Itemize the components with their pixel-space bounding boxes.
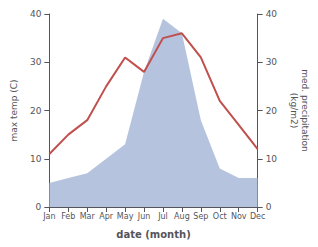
svg-text:Jun: Jun (137, 212, 151, 221)
svg-text:(kg/m2): (kg/m2) (289, 93, 299, 128)
svg-text:med. precipitation: med. precipitation (300, 69, 310, 151)
svg-text:20: 20 (30, 106, 42, 116)
svg-text:10: 10 (30, 154, 42, 164)
svg-text:30: 30 (30, 57, 42, 67)
svg-text:May: May (117, 212, 134, 221)
svg-text:10: 10 (266, 154, 278, 164)
svg-text:Nov: Nov (231, 212, 247, 221)
svg-text:Aug: Aug (174, 212, 190, 221)
svg-text:20: 20 (266, 106, 278, 116)
svg-text:date (month): date (month) (116, 229, 190, 240)
svg-text:Dec: Dec (250, 212, 265, 221)
svg-text:Oct: Oct (213, 212, 227, 221)
svg-text:40: 40 (30, 9, 42, 19)
svg-text:0: 0 (36, 202, 42, 212)
svg-text:0: 0 (266, 202, 272, 212)
svg-text:Apr: Apr (99, 212, 114, 221)
svg-text:30: 30 (266, 57, 278, 67)
svg-text:max temp (C): max temp (C) (9, 79, 19, 141)
svg-text:Sep: Sep (193, 212, 208, 221)
svg-text:40: 40 (266, 9, 278, 19)
svg-text:Jan: Jan (42, 212, 55, 221)
svg-text:Jul: Jul (157, 212, 168, 221)
svg-text:Feb: Feb (61, 212, 75, 221)
svg-text:Mar: Mar (80, 212, 96, 221)
